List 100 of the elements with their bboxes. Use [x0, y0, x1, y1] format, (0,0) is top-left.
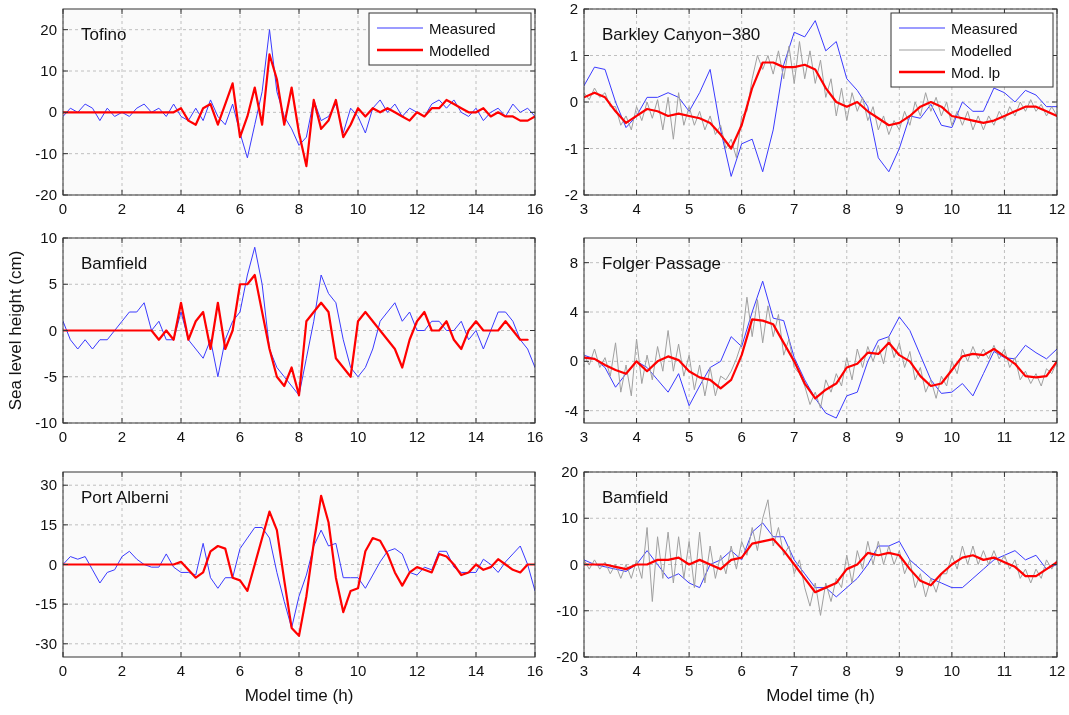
x-tick-label: 9: [895, 200, 904, 217]
y-tick-label: 10: [561, 509, 578, 527]
x-tick-label: 12: [408, 200, 426, 217]
y-tick-label: -4: [564, 401, 578, 419]
x-tick-label: 6: [235, 662, 245, 679]
x-tick-label: 12: [1048, 662, 1066, 679]
x-tick-label: 6: [235, 428, 245, 445]
x-tick-label: 10: [349, 662, 367, 679]
line-series: [63, 527, 535, 629]
x-tick-label: 10: [349, 200, 367, 217]
x-tick-label: 10: [943, 662, 961, 679]
y-tick-label: 0: [569, 555, 578, 573]
x-tick-label: 6: [737, 662, 746, 679]
line-series: [63, 246, 535, 396]
legend-label: Modelled: [429, 42, 490, 59]
x-tick-label: 5: [684, 428, 694, 445]
x-tick-label: 14: [467, 200, 485, 217]
x-tick-label: 2: [117, 428, 127, 445]
legend-label: Mod. lp: [951, 64, 1001, 81]
x-tick-label: 7: [790, 200, 799, 217]
y-tick-label: -20: [556, 648, 578, 665]
x-tick-label: 9: [895, 662, 904, 679]
y-tick-label: 0: [48, 103, 57, 121]
x-tick-label: 14: [467, 662, 485, 679]
text: Barkley Canyon−380: [602, 25, 761, 44]
line-series: [584, 522, 1057, 598]
y-tick-label: 0: [569, 93, 578, 110]
y-tick-label: 1: [569, 46, 578, 64]
y-tick-label: -10: [35, 144, 57, 162]
x-tick-label: 3: [579, 200, 589, 217]
line-series: [584, 318, 1057, 400]
y-tick-label: 4: [569, 303, 578, 320]
x-tick-label: 12: [1048, 200, 1066, 217]
x-tick-label: 7: [790, 662, 799, 679]
x-tick-label: 4: [632, 662, 641, 679]
line-series: [584, 20, 1057, 177]
y-tick-label: -30: [35, 634, 57, 652]
text: Bamfield: [602, 488, 669, 507]
x-tick-label: 8: [842, 428, 851, 445]
x-tick-label: 9: [895, 428, 904, 445]
legend-label: Measured: [951, 20, 1018, 37]
x-tick-label: 4: [632, 428, 641, 445]
x-tick-label: 8: [842, 200, 851, 217]
y-axis-title: Sea level height (cm): [6, 250, 25, 411]
line-series: [584, 537, 1057, 594]
x-tick-label: 14: [467, 428, 485, 445]
y-tick-label: -1: [564, 139, 578, 157]
x-tick-label: 7: [790, 428, 799, 445]
y-tick-label: -10: [556, 601, 578, 619]
x-tick-label: 4: [176, 200, 186, 217]
y-tick-label: 15: [40, 515, 57, 533]
text: Bamfield: [81, 254, 148, 273]
y-tick-label: -15: [35, 595, 57, 613]
x-tick-label: 4: [176, 662, 186, 679]
y-tick-label: 5: [48, 275, 57, 293]
x-tick-label: 16: [526, 200, 544, 217]
y-tick-label: -10: [35, 414, 57, 431]
x-tick-label: 8: [294, 428, 304, 445]
x-tick-label: 12: [1048, 428, 1066, 445]
x-tick-label: 3: [579, 428, 589, 445]
x-tick-label: 10: [349, 428, 367, 445]
legend-label: Modelled: [951, 42, 1012, 59]
x-tick-label: 2: [117, 662, 127, 679]
x-tick-label: 8: [294, 662, 304, 679]
y-tick-label: 0: [48, 321, 57, 339]
x-tick-label: 16: [526, 428, 544, 445]
x-tick-label: 10: [943, 200, 961, 217]
y-tick-label: 10: [40, 229, 57, 246]
x-axis-title: Model time (h): [766, 686, 875, 705]
y-tick-label: 20: [561, 463, 578, 480]
y-tick-label: 2: [569, 0, 578, 17]
y-tick-label: 10: [40, 62, 57, 79]
x-tick-label: 4: [176, 428, 186, 445]
legend-label: Measured: [429, 20, 496, 37]
x-tick-label: 6: [737, 200, 746, 217]
y-tick-label: 20: [40, 20, 57, 38]
y-tick-label: 8: [569, 253, 578, 271]
x-tick-label: 8: [294, 200, 304, 217]
line-series: [584, 296, 1057, 409]
x-tick-label: 4: [632, 200, 641, 217]
x-tick-label: 11: [996, 200, 1013, 217]
text: Port Alberni: [81, 488, 169, 507]
y-tick-label: -20: [35, 186, 57, 203]
x-tick-label: 6: [235, 200, 245, 217]
y-tick-label: 0: [48, 555, 57, 573]
x-tick-label: 16: [526, 662, 544, 679]
x-tick-label: 11: [996, 428, 1013, 445]
line-series: [584, 61, 1057, 150]
y-tick-label: 0: [569, 352, 578, 370]
x-tick-label: 2: [117, 200, 127, 217]
x-tick-label: 8: [842, 662, 851, 679]
x-tick-label: 12: [408, 662, 426, 679]
y-tick-label: -2: [564, 186, 578, 203]
text: Folger Passage: [602, 254, 722, 273]
x-tick-label: 10: [943, 428, 961, 445]
x-tick-label: 5: [684, 200, 694, 217]
y-tick-label: -5: [43, 367, 57, 385]
x-tick-label: 12: [408, 428, 426, 445]
x-tick-label: 11: [996, 662, 1013, 679]
line-series: [584, 280, 1057, 419]
